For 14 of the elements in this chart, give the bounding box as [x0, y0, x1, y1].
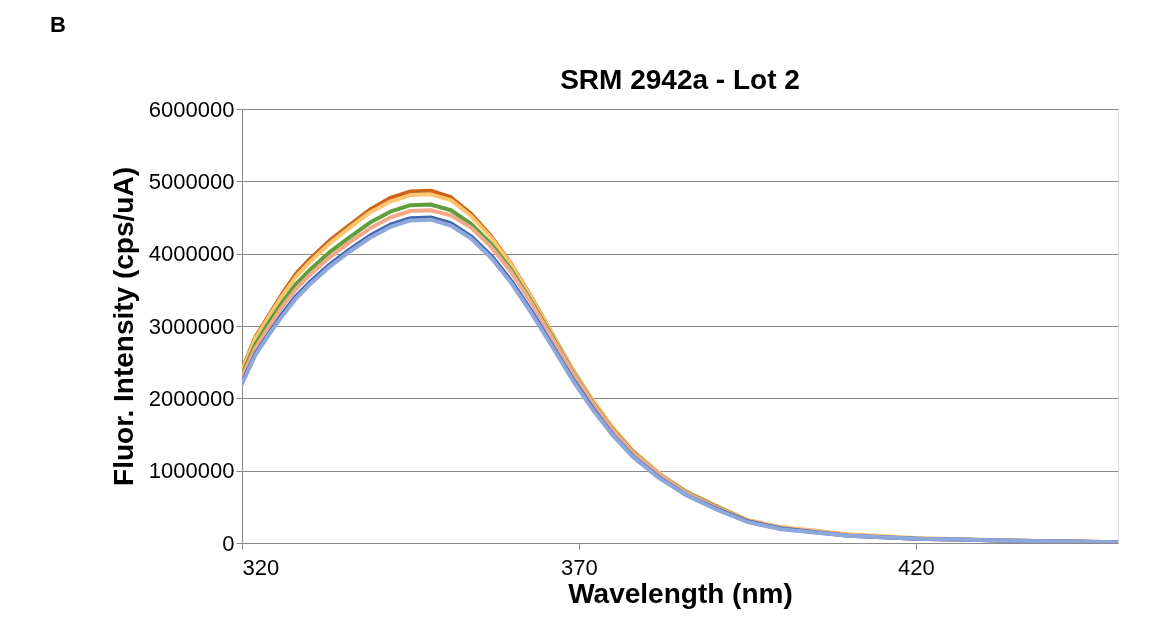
y-tick-label: 4000000: [148, 241, 235, 267]
x-tick-label: 420: [897, 554, 935, 580]
chart-title: SRM 2942a - Lot 2: [560, 64, 800, 95]
y-tick-label: 2000000: [148, 385, 235, 411]
text: B: [50, 12, 66, 37]
y-axis-title: Fluor. Intensity (cps/uA): [107, 167, 139, 486]
y-tick-label: 5000000: [148, 168, 235, 194]
x-axis-title: Wavelength (nm): [568, 577, 793, 609]
x-tick-label: 320: [242, 554, 280, 580]
y-tick-label: 3000000: [148, 313, 235, 339]
y-tick-label: 0: [222, 530, 235, 556]
y-tick-label: 1000000: [148, 458, 235, 484]
x-tick-label: 370: [561, 554, 598, 580]
y-tick-label: 6000000: [148, 96, 235, 122]
